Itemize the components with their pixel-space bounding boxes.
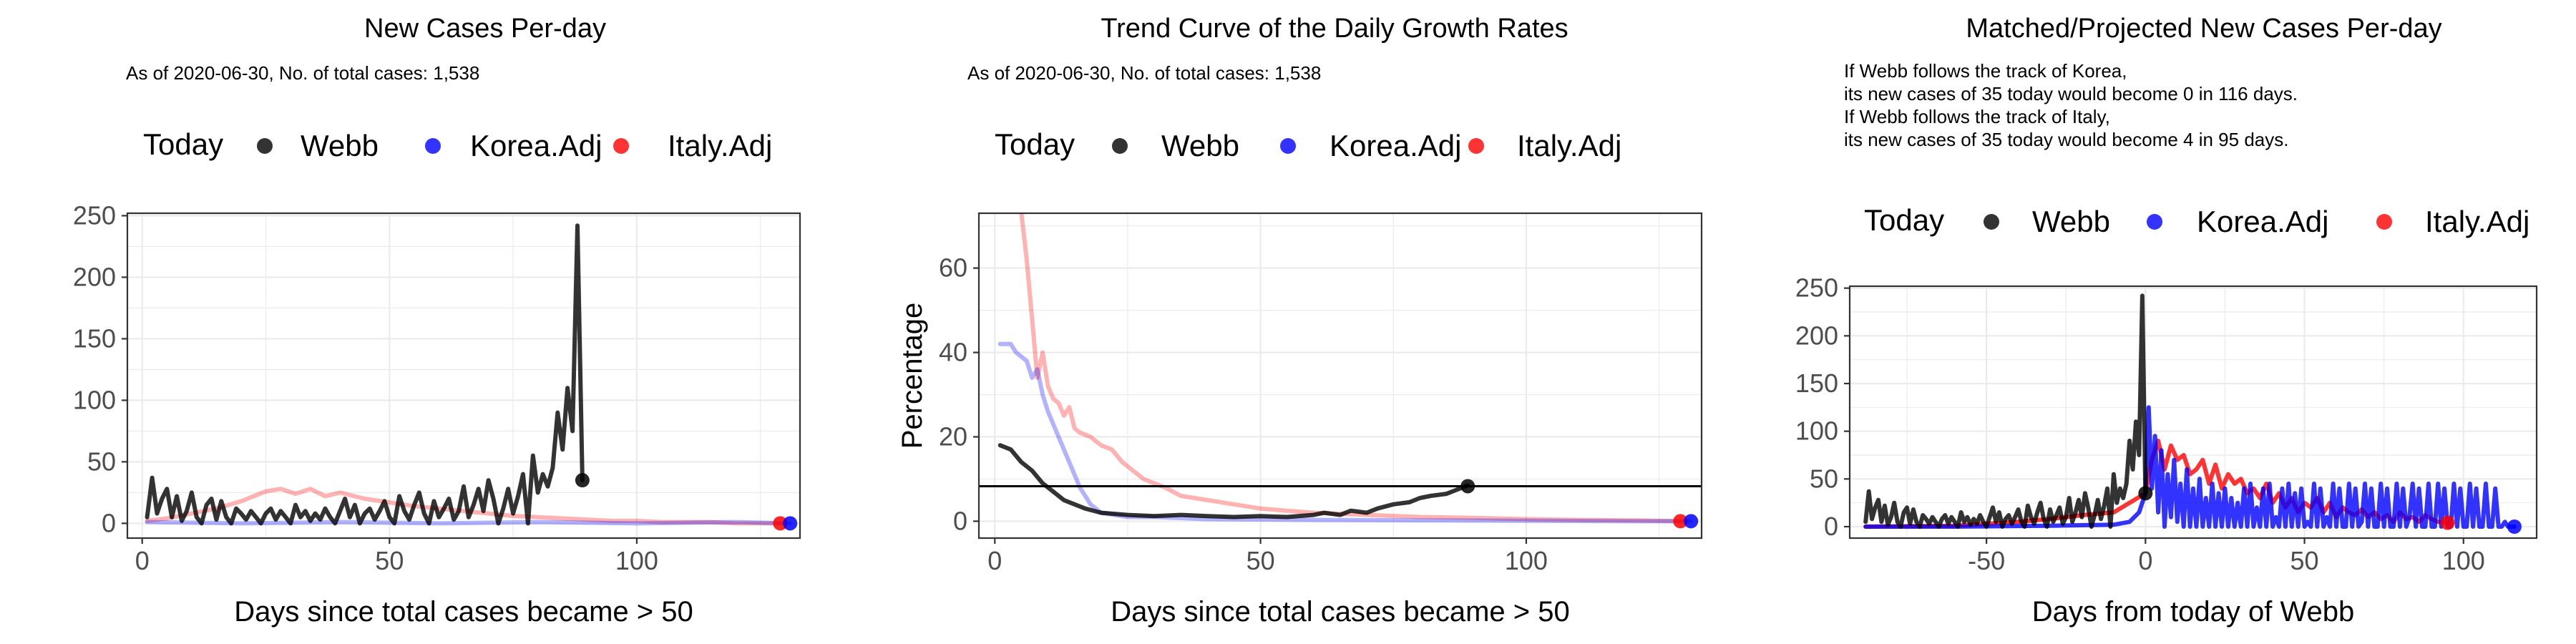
y-tick-label: 150 [73, 323, 116, 353]
y-tick-label: 150 [1795, 369, 1838, 398]
legend-label-webb: Webb [2032, 205, 2110, 238]
x-tick-label: 100 [2442, 546, 2485, 575]
series-group [1863, 293, 2517, 529]
y-tick-label: 50 [87, 447, 116, 476]
grid [127, 213, 800, 538]
series-line-webb [145, 223, 585, 526]
x-axis-label: Days from today of Webb [2032, 596, 2355, 628]
x-tick-label: -50 [1968, 546, 2005, 575]
series-line-italy-adj [145, 487, 783, 526]
x-tick-label: 50 [1246, 546, 1275, 575]
y-tick-label: 50 [1810, 464, 1838, 493]
today-point-korea-adj [2507, 519, 2522, 534]
grid [979, 213, 1702, 538]
x-tick-label: 100 [615, 546, 658, 575]
legend-key-korea [1280, 138, 1296, 154]
x-tick-label: 0 [987, 546, 1002, 575]
series-line-korea-adj [145, 519, 793, 526]
legend-label-webb: Webb [301, 129, 379, 162]
legend-key-korea [425, 138, 441, 154]
y-tick-label: 20 [939, 421, 967, 451]
legend: Today Webb Korea.Adj Italy.Adj [995, 127, 1621, 162]
axes: -50 0 50 100 0 50 100 150 200 250 Days from today … [1795, 273, 2485, 628]
x-tick-label: 50 [2290, 546, 2319, 575]
legend-key-webb [1984, 214, 1999, 230]
x-tick-label: 0 [2138, 546, 2152, 575]
today-point-italy-adj [2440, 515, 2455, 530]
today-point-korea-adj [1684, 514, 1699, 529]
series-line-italy-adj [1019, 213, 1683, 524]
series-line-korea-adj [997, 341, 1694, 524]
legend: Today Webb Korea.Adj Italy.Adj [1864, 203, 2529, 238]
chart-annotation-line: its new cases of 35 today would become 4… [1844, 129, 2288, 150]
chart-annotation-line: If Webb follows the track of Italy, [1844, 106, 2110, 127]
chart-subtitle: As of 2020-06-30, No. of total cases: 1,… [967, 62, 1321, 84]
y-axis-label: Percentage [897, 303, 928, 449]
chart-annotation-line: its new cases of 35 today would become 0… [1844, 83, 2298, 104]
chart-panel-2: Trend Curve of the Daily Growth Rates As … [897, 14, 1703, 628]
today-point-korea-adj [783, 516, 798, 531]
plot-border [977, 212, 1703, 540]
series-line-webb [997, 443, 1470, 519]
y-tick-label: 200 [73, 262, 116, 291]
chart-annotation-line: If Webb follows the track of Korea, [1844, 60, 2127, 82]
today-point-webb [2138, 486, 2153, 501]
legend-key-korea [2147, 214, 2162, 230]
legend-label-korea: Korea.Adj [1330, 129, 1461, 162]
legend-label-italy: Italy.Adj [2425, 205, 2529, 238]
legend-title: Today [995, 127, 1075, 161]
y-tick-label: 60 [939, 253, 967, 283]
y-tick-label: 0 [953, 506, 967, 535]
y-tick-label: 250 [1795, 273, 1838, 303]
y-tick-label: 40 [939, 338, 967, 367]
series-group [997, 213, 1694, 524]
legend-label-italy: Italy.Adj [1517, 129, 1621, 162]
chart-panel-3: Matched/Projected New Cases Per-day If We… [1795, 14, 2538, 628]
axes: 0 50 100 0 20 40 60 Days since total cases beca… [897, 253, 1570, 628]
chart-title: Trend Curve of the Daily Growth Rates [1101, 14, 1568, 44]
x-axis-label: Days since total cases became > 50 [1111, 596, 1569, 628]
legend-label-korea: Korea.Adj [470, 129, 602, 162]
legend-key-webb [257, 138, 273, 154]
legend-key-webb [1112, 138, 1128, 154]
legend-label-italy: Italy.Adj [668, 129, 772, 162]
x-axis-label: Days since total cases became > 50 [234, 596, 693, 628]
chart-title: Matched/Projected New Cases Per-day [1966, 14, 2441, 44]
x-tick-label: 50 [375, 546, 404, 575]
y-tick-label: 100 [73, 385, 116, 414]
axes: 0 50 100 0 50 100 150 200 250 Days since total ca… [73, 200, 693, 628]
x-tick-label: 0 [135, 546, 150, 575]
series-line-webb [1863, 293, 2148, 529]
legend-key-italy [2376, 214, 2392, 230]
chart-panel-1: New Cases Per-day As of 2020-06-30, No. o… [73, 14, 801, 628]
y-tick-label: 0 [1824, 512, 1838, 541]
y-tick-label: 0 [102, 508, 116, 537]
y-tick-label: 100 [1795, 416, 1838, 446]
series-line-korea-adj [1863, 405, 2517, 529]
legend-key-italy [1468, 138, 1484, 154]
x-tick-label: 100 [1505, 546, 1548, 575]
legend-key-italy [613, 138, 629, 154]
today-point-webb [1460, 479, 1475, 494]
legend: Today Webb Korea.Adj Italy.Adj [143, 127, 772, 162]
legend-title: Today [1864, 203, 1944, 237]
series-group [145, 223, 793, 526]
today-point-italy-adj [1673, 514, 1688, 529]
today-point-italy-adj [773, 516, 788, 531]
plot-border [126, 212, 801, 540]
legend-title: Today [143, 127, 223, 161]
chart-subtitle: As of 2020-06-30, No. of total cases: 1,… [126, 62, 479, 84]
chart-title: New Cases Per-day [364, 14, 606, 44]
legend-label-webb: Webb [1161, 129, 1239, 162]
today-point-webb [575, 473, 590, 488]
plot-border [1848, 285, 2538, 540]
y-tick-label: 250 [73, 200, 116, 230]
legend-label-korea: Korea.Adj [2197, 205, 2328, 238]
y-tick-label: 200 [1795, 321, 1838, 350]
